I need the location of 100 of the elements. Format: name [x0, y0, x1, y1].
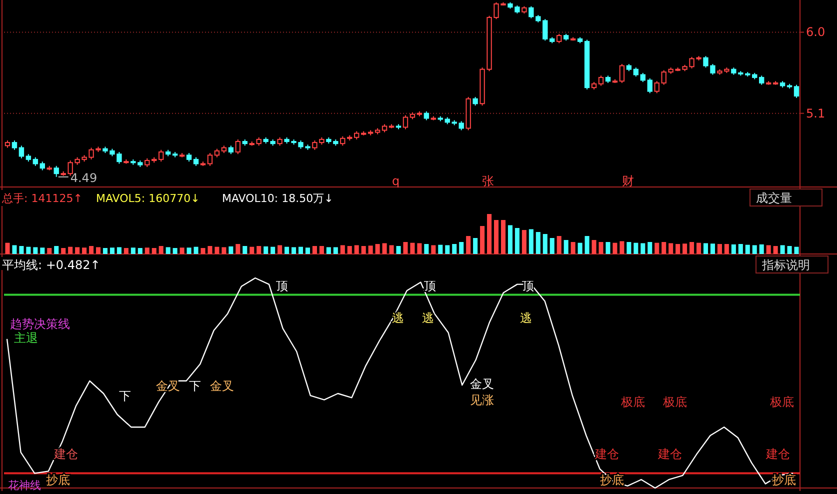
bar: [340, 245, 345, 254]
annotation: 金叉: [210, 379, 234, 393]
bar: [766, 245, 771, 254]
bar: [12, 245, 17, 254]
bar: [550, 238, 554, 254]
bar: [96, 247, 101, 254]
bar: [292, 247, 296, 254]
text: 平均线: +0.482↑: [2, 258, 100, 272]
bar: [19, 246, 24, 254]
bar: [180, 248, 184, 254]
bar: [752, 245, 757, 254]
bar: [382, 243, 387, 254]
bar: [130, 248, 136, 254]
bar: [745, 244, 750, 254]
bar: [703, 243, 708, 254]
bar: [319, 246, 324, 254]
text: MAVOL5: 160770↓: [96, 192, 200, 205]
bar: [787, 246, 792, 254]
bar: [690, 242, 694, 254]
bar: [508, 225, 512, 254]
bar: [250, 246, 254, 254]
bar: [264, 246, 268, 254]
bar: [424, 244, 429, 254]
text: 成交量: [756, 191, 792, 205]
bar: [578, 242, 582, 254]
bar: [270, 246, 276, 254]
bar: [598, 242, 604, 254]
bar: [368, 246, 373, 254]
bar: [298, 246, 304, 254]
bar: [431, 245, 436, 254]
bar: [500, 220, 506, 254]
bar: [794, 246, 799, 254]
bar: [228, 246, 234, 254]
bar: [89, 246, 94, 254]
bar: [278, 245, 282, 254]
bar: [648, 242, 652, 254]
bar: [172, 248, 178, 254]
annotation: 逃: [392, 311, 404, 325]
annotation: q: [392, 174, 400, 188]
annotation: 主退: [14, 331, 38, 345]
bar: [584, 236, 590, 254]
bar: [452, 244, 457, 254]
text: MAVOL10: 18.50万↓: [222, 192, 334, 205]
bar: [620, 241, 624, 254]
y-tick-label: 5.1: [806, 106, 826, 120]
bar: [326, 247, 331, 254]
bar: [305, 248, 310, 254]
bar: [40, 248, 45, 254]
annotation: 建仓: [657, 447, 682, 461]
bar: [676, 244, 680, 254]
bar: [110, 248, 114, 254]
bar: [780, 245, 785, 254]
annotation: 逃: [520, 311, 532, 325]
bar: [102, 248, 108, 254]
bar: [375, 244, 380, 254]
bar: [514, 228, 520, 254]
bar: [284, 246, 290, 254]
bar: [403, 242, 408, 254]
bar: [724, 244, 729, 254]
bar: [473, 238, 478, 254]
bar: [654, 242, 660, 254]
bar: [438, 244, 443, 254]
bar: [556, 236, 562, 254]
bar: [138, 248, 142, 254]
bar: [564, 240, 568, 254]
bar: [361, 246, 366, 254]
bar: [710, 244, 715, 254]
bar: [26, 246, 31, 254]
annotation: 顶: [276, 279, 288, 293]
bar: [54, 246, 59, 254]
bar: [662, 242, 666, 254]
annotation: 趋势决策线: [10, 317, 70, 331]
bar: [166, 247, 170, 254]
bar: [570, 242, 576, 254]
bar: [528, 229, 534, 254]
annotation: 抄底: [772, 473, 796, 487]
bar: [542, 234, 548, 254]
bar: [347, 246, 352, 254]
annotation: 顶: [424, 279, 436, 293]
bar: [222, 247, 226, 254]
bar: [200, 248, 206, 254]
bar: [152, 248, 156, 254]
bar: [214, 246, 220, 254]
bar: [75, 247, 80, 254]
annotation: 4.49: [70, 170, 98, 185]
annotation: 逃: [422, 311, 434, 325]
bar: [682, 244, 688, 254]
bar: [68, 246, 73, 254]
text: 总手: 141125↑: [1, 192, 82, 205]
annotation: 张: [482, 174, 494, 188]
annotation: 极底: [620, 395, 645, 409]
annotation: 极底: [662, 395, 687, 409]
bar: [61, 248, 66, 254]
bar: [312, 246, 317, 254]
bar: [208, 246, 212, 254]
bar: [634, 242, 638, 254]
bar: [158, 246, 164, 254]
bar: [459, 242, 464, 254]
annotation: 建仓: [594, 447, 619, 461]
bar: [194, 246, 198, 254]
